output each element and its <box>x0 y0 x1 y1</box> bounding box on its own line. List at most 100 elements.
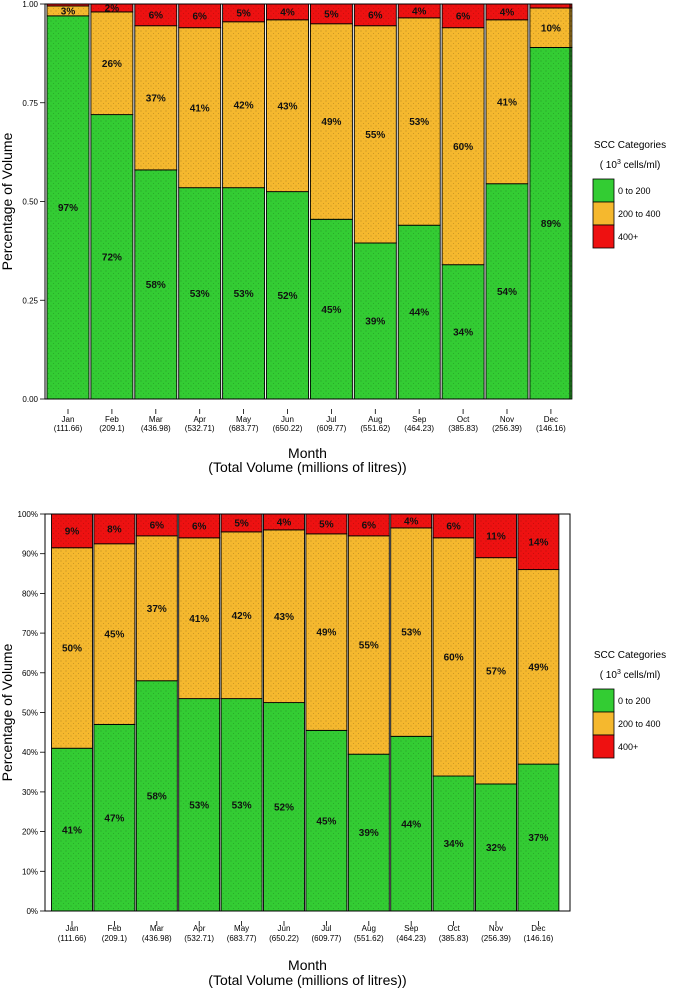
legend-swatch <box>592 201 615 226</box>
bar-texture <box>310 23 353 220</box>
x-tick-label-volume: (532.71) <box>184 934 214 943</box>
bar-data-label: 44% <box>409 308 429 319</box>
bar-texture <box>221 531 263 699</box>
bar-texture <box>517 764 559 911</box>
y-axis-title: Percentage of Volume <box>0 132 15 270</box>
bar-texture <box>136 514 178 536</box>
x-tick-label-month: Apr <box>193 924 206 933</box>
bar-texture <box>348 754 390 911</box>
bar-data-label: 37% <box>147 604 167 615</box>
bar-data-label: 53% <box>189 800 209 811</box>
bar-texture <box>305 730 347 911</box>
bar-data-label: 55% <box>365 130 385 141</box>
bar-texture <box>390 527 432 737</box>
bar-texture <box>486 183 528 399</box>
x-tick-label-month: Jun <box>281 415 294 424</box>
x-tick-label-month: May <box>236 415 251 424</box>
y-tick-label: 1.00 <box>22 0 38 9</box>
bar-texture <box>354 25 397 243</box>
bar-texture <box>398 4 441 18</box>
x-axis-subtitle: (Total Volume (millions of litres)) <box>208 459 406 475</box>
legend-label: 200 to 400 <box>618 719 661 729</box>
bar-data-label: 6% <box>456 11 471 22</box>
bar-data-label: 4% <box>277 518 292 529</box>
bar-data-label: 5% <box>234 519 249 530</box>
x-tick-label-volume: (551.62) <box>360 424 390 433</box>
bar-data-label: 60% <box>444 653 464 664</box>
y-tick-label: 50% <box>22 709 38 718</box>
x-tick-label-volume: (683.77) <box>227 934 257 943</box>
x-tick-label-volume: (532.71) <box>185 424 215 433</box>
bar-data-label: 42% <box>232 611 252 622</box>
bar-texture <box>93 543 135 725</box>
legend-label: 400+ <box>618 232 638 242</box>
bar-data-label: 26% <box>102 59 122 70</box>
bar-texture <box>442 264 485 399</box>
chart-panel-1: 0.00 0.25 0.50 0.75 1.00 97% 3% Jan(111.66) 72% 2… <box>0 0 666 475</box>
x-tick-label-volume: (683.77) <box>229 424 259 433</box>
bar-texture <box>354 242 397 399</box>
legend: SCC Categories ( 103 cells/ml) 0 to 200 200… <box>592 650 666 759</box>
bar-texture <box>221 698 263 911</box>
legend-swatch <box>592 711 615 736</box>
bar-data-label: 6% <box>192 11 207 22</box>
bar-texture <box>136 535 178 681</box>
x-tick-label-month: Jun <box>278 924 291 933</box>
bar-data-label: 53% <box>234 289 254 300</box>
bar-texture <box>178 187 221 399</box>
x-tick-label-volume: (464.23) <box>396 934 426 943</box>
y-tick-label: 0% <box>26 907 38 916</box>
bar-texture <box>222 21 265 188</box>
bar-data-label: 41% <box>190 103 210 114</box>
bar-data-label: 41% <box>497 97 517 108</box>
x-tick-label-month: Aug <box>362 924 376 933</box>
bar-data-label: 37% <box>528 833 548 844</box>
bar-data-label: 2% <box>105 4 120 15</box>
bar-texture <box>348 514 390 536</box>
y-axis-title: Percentage of Volume <box>0 643 15 781</box>
legend-label: 200 to 400 <box>618 209 661 219</box>
bar-data-label: 55% <box>359 641 379 652</box>
x-tick-label-month: Sep <box>404 924 419 933</box>
bar-data-label: 4% <box>412 7 427 18</box>
x-tick-label-volume: (436.98) <box>142 934 172 943</box>
legend-swatch <box>592 688 615 713</box>
bar-data-label: 97% <box>58 203 78 214</box>
bar-data-label: 57% <box>486 666 506 677</box>
bar-texture <box>517 514 559 570</box>
bar-data-label: 4% <box>500 8 515 19</box>
x-tick-label-month: May <box>234 924 249 933</box>
bar-data-label: 34% <box>444 839 464 850</box>
bar-texture <box>222 187 265 399</box>
legend: SCC Categories ( 103 cells/ml) 0 to 200 200… <box>592 140 666 249</box>
bar-data-label: 3% <box>61 7 76 18</box>
x-tick-label-volume: (209.1) <box>99 424 125 433</box>
x-tick-label-month: Dec <box>531 924 545 933</box>
bar-texture <box>266 191 309 399</box>
x-tick-label-volume: (146.16) <box>536 424 566 433</box>
bar-texture <box>263 529 305 703</box>
bar-data-label: 45% <box>104 630 124 641</box>
x-tick-label-month: Jan <box>66 924 79 933</box>
bar-data-label: 45% <box>321 305 341 316</box>
x-tick-label-month: Dec <box>544 415 558 424</box>
bar-texture <box>222 4 265 22</box>
y-tick-label: 0.50 <box>22 198 38 207</box>
x-tick-label-volume: (111.66) <box>58 934 87 943</box>
bar-texture <box>433 776 475 911</box>
x-tick-label-month: Sep <box>412 415 427 424</box>
x-tick-label-volume: (209.1) <box>102 934 128 943</box>
y-tick-label: 30% <box>22 788 38 797</box>
bar-data-label: 53% <box>401 628 421 639</box>
bar-data-label: 37% <box>146 93 166 104</box>
x-tick-label-volume: (609.77) <box>312 934 342 943</box>
bar-texture <box>442 4 485 28</box>
bar-data-label: 10% <box>541 23 561 34</box>
y-tick-label: 90% <box>22 550 38 559</box>
bar-data-label: 60% <box>453 142 473 153</box>
plot-frame <box>44 3 571 400</box>
bar-data-label: 6% <box>150 521 165 532</box>
x-tick-label-month: Jul <box>326 415 336 424</box>
bar-texture <box>51 547 93 749</box>
bar-data-label: 4% <box>404 517 419 528</box>
